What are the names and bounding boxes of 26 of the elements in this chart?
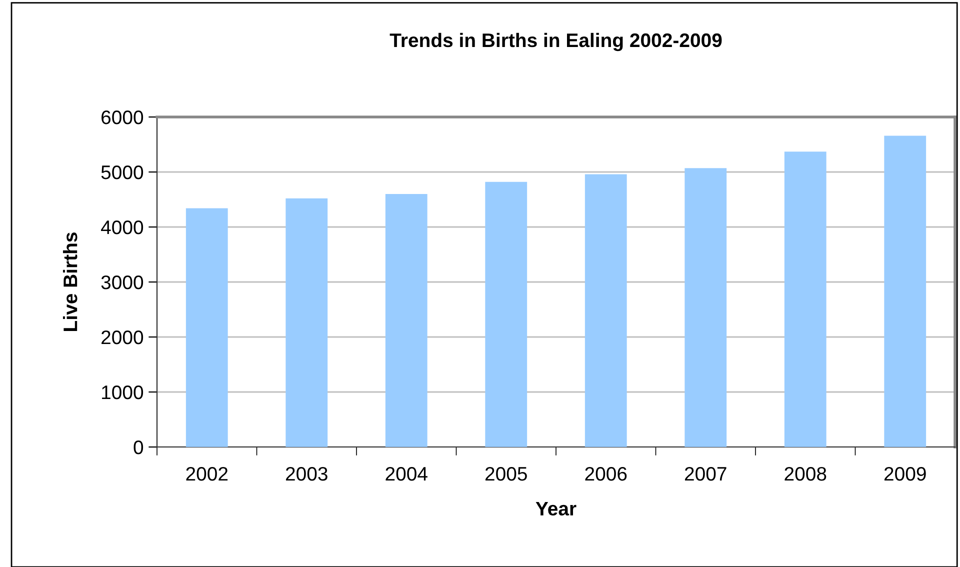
- y-tick-label: 1000: [102, 385, 144, 400]
- y-tick-label: 2000: [102, 330, 144, 344]
- bar: [584, 174, 627, 447]
- bar: [286, 198, 328, 447]
- bar: [485, 182, 528, 447]
- chart-title: Trends in Births in Ealing 2002-2009: [390, 32, 722, 52]
- y-tick-label: 3000: [101, 275, 144, 290]
- bar: [385, 194, 428, 447]
- bar: [784, 152, 826, 447]
- y-axis-title: Live Births: [62, 232, 78, 331]
- x-tick-label: 2003: [286, 466, 328, 481]
- x-tick-label: 2009: [884, 466, 926, 481]
- bar: [884, 136, 926, 447]
- y-tick-label: 4000: [101, 220, 144, 234]
- bar: [186, 208, 228, 447]
- bar: [684, 168, 727, 447]
- y-tick-label: 0: [134, 440, 144, 454]
- x-axis-title: Year: [536, 502, 576, 516]
- x-tick-label: 2008: [784, 466, 826, 481]
- x-tick-label: 2004: [386, 466, 428, 481]
- y-tick-label: 5000: [101, 165, 144, 180]
- x-tick-label: 2006: [585, 466, 627, 481]
- x-tick-label: 2007: [684, 466, 726, 481]
- x-tick-label: 2005: [485, 466, 527, 481]
- x-tick-label: 2002: [186, 466, 228, 481]
- y-tick-label: 6000: [102, 110, 144, 124]
